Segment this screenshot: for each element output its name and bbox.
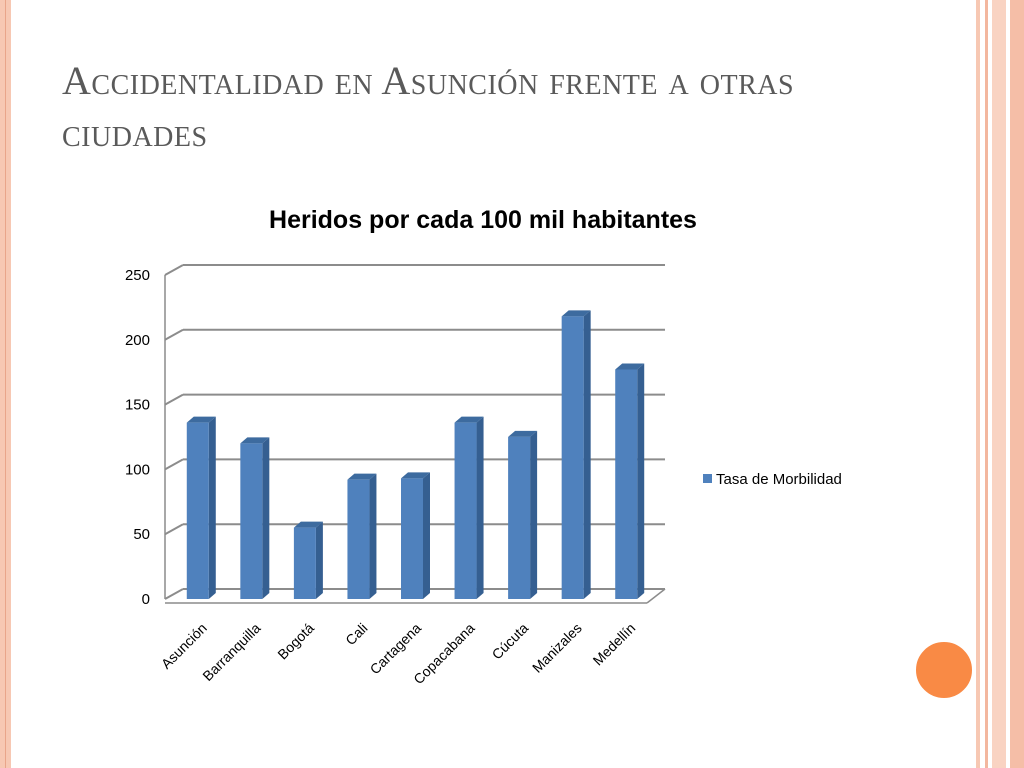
bar-side	[423, 472, 430, 599]
bar	[186, 422, 209, 599]
bar	[240, 443, 263, 599]
bar	[347, 479, 370, 599]
y-tick-label: 200	[125, 332, 150, 349]
gridline-side	[164, 458, 184, 471]
bar-top	[293, 521, 323, 528]
orange-circle-decoration	[913, 639, 975, 701]
legend-label: Tasa de Morbilidad	[716, 471, 842, 488]
bar	[508, 436, 531, 599]
chart-title: Heridos por cada 100 mil habitantes	[269, 206, 697, 234]
y-tick-label: 0	[142, 591, 150, 608]
bar-side	[315, 521, 323, 599]
y-tick-label: 50	[133, 526, 150, 543]
x-tick-label: Barranquilla	[199, 620, 263, 684]
floor-right-edge	[646, 588, 666, 604]
bar-top	[240, 437, 270, 444]
x-tick-label: Medellín	[590, 620, 639, 669]
y-tick-label: 150	[125, 397, 150, 414]
bar-side	[476, 416, 484, 599]
legend-swatch	[703, 474, 712, 483]
bar-side	[369, 473, 377, 599]
bar-side	[530, 430, 538, 599]
bar-top	[401, 472, 430, 479]
left-decorative-stripe	[0, 0, 11, 768]
x-tick-label: Cali	[342, 620, 370, 648]
slide-title: Accidentalidad en Asunción frente a otra…	[62, 58, 795, 155]
x-tick-label: Asunción	[158, 620, 210, 672]
bar-top	[347, 473, 377, 480]
bar	[401, 478, 423, 599]
bar	[615, 369, 638, 599]
gridline-side	[164, 393, 184, 406]
bar-top	[561, 310, 591, 317]
bar-side	[262, 437, 270, 599]
bar-side	[208, 416, 216, 599]
bar	[454, 422, 477, 599]
gridline-side	[164, 264, 184, 276]
gridline-side	[164, 328, 184, 341]
bar-side	[637, 363, 645, 599]
bar-side	[583, 310, 591, 599]
y-tick-label: 100	[125, 461, 150, 478]
y-tick-label: 250	[125, 267, 150, 284]
x-tick-label: Cúcuta	[489, 620, 532, 663]
x-tick-label: Cartagena	[367, 620, 425, 678]
x-tick-label: Manizales	[529, 620, 585, 676]
right-decorative-stripes	[976, 0, 1024, 768]
bar-top	[508, 430, 538, 437]
gridline-side	[164, 588, 184, 600]
bar-top	[186, 416, 216, 423]
x-tick-label: Bogotá	[274, 620, 317, 663]
bar-top	[454, 416, 484, 423]
bar	[293, 527, 316, 599]
bar	[561, 316, 584, 599]
gridline-side	[164, 523, 184, 536]
bar-top	[615, 363, 645, 370]
